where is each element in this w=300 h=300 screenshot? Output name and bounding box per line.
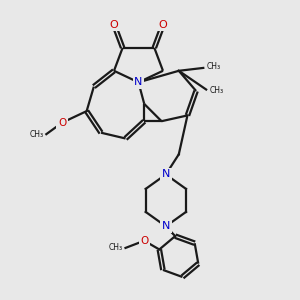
Text: CH₃: CH₃ [207,62,221,71]
Text: CH₃: CH₃ [109,243,123,252]
Text: O: O [58,118,66,128]
Text: O: O [110,20,118,30]
Text: CH₃: CH₃ [210,86,224,95]
Text: CH₃: CH₃ [29,130,44,139]
Text: O: O [159,20,167,30]
Text: N: N [162,169,170,179]
Text: N: N [134,77,143,87]
Text: N: N [162,221,170,231]
Text: O: O [140,236,148,246]
